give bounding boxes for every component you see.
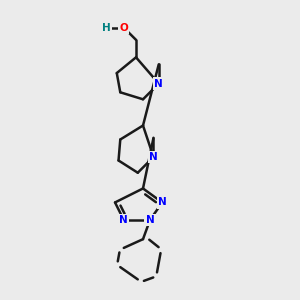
- Text: N: N: [158, 197, 167, 208]
- Text: N: N: [149, 152, 158, 162]
- Text: N: N: [146, 215, 154, 225]
- Text: O: O: [119, 22, 128, 33]
- Text: N: N: [154, 79, 163, 88]
- Text: H: H: [102, 22, 111, 33]
- Text: N: N: [119, 215, 128, 225]
